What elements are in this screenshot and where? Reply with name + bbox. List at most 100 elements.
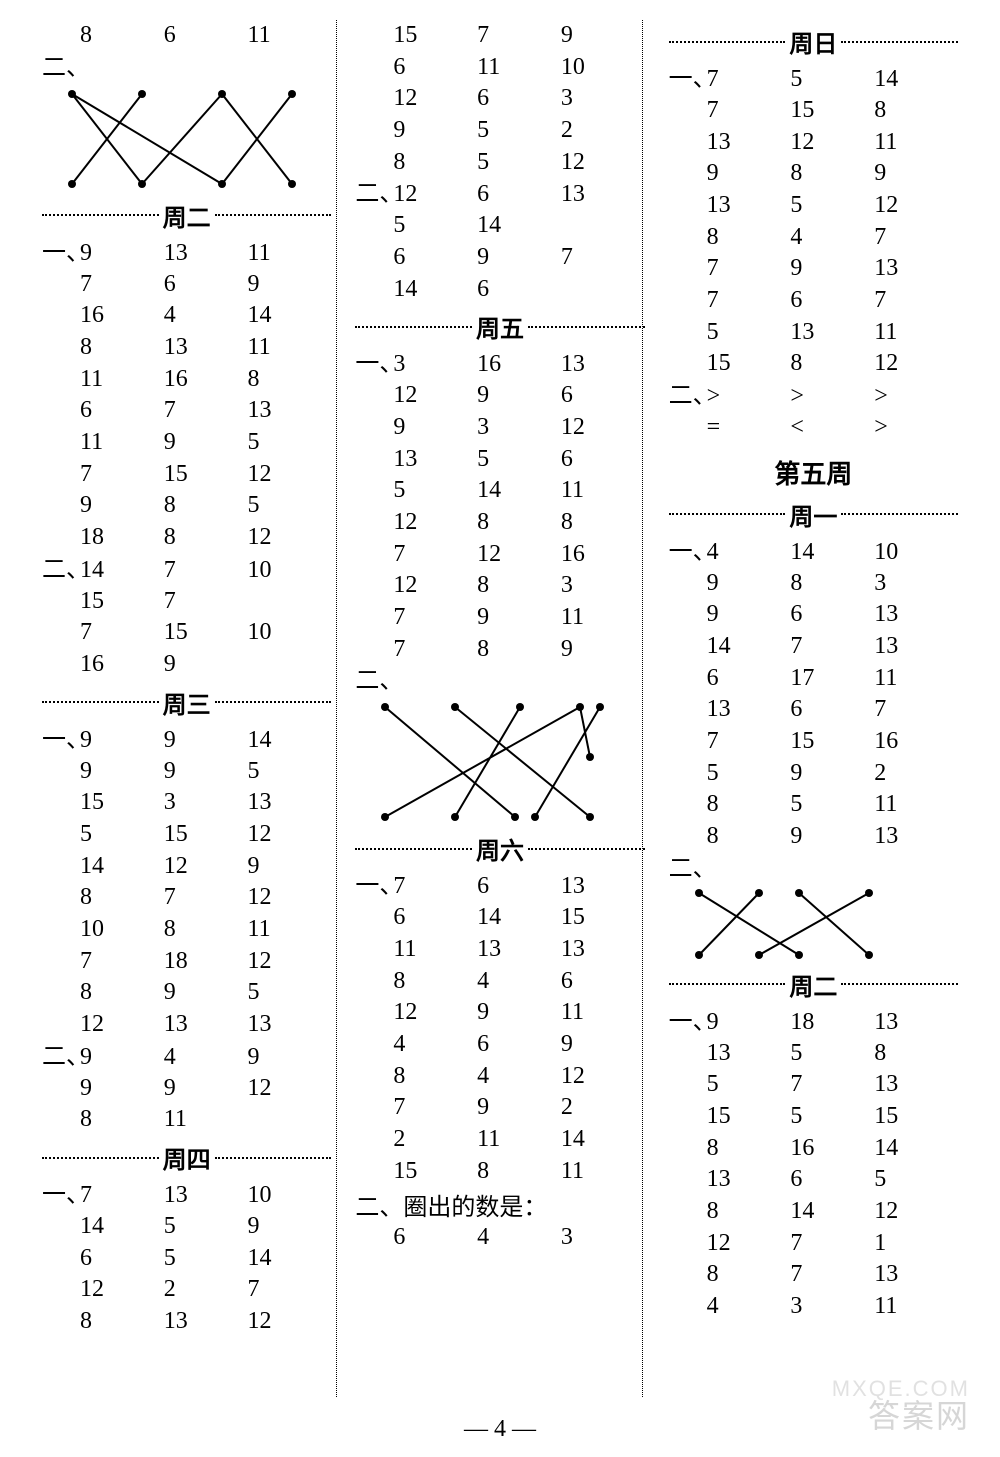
value: 18 [164, 946, 248, 978]
zhou7-er-first: 二、 > > > [669, 380, 958, 412]
value: 12 [874, 1196, 958, 1228]
value: 7 [790, 1228, 874, 1260]
value: 12 [874, 348, 958, 380]
value: 12 [248, 1073, 332, 1105]
value: 13 [874, 253, 958, 285]
data-row: 71512 [42, 459, 331, 491]
value: 9 [477, 997, 561, 1029]
zhou2-er-first: 二、 14 7 10 [42, 554, 331, 586]
value: 14 [248, 1243, 332, 1275]
value: 14 [80, 554, 164, 586]
value: 8 [248, 364, 332, 396]
data-row: 169 [42, 649, 331, 681]
value: 11 [561, 997, 645, 1029]
value: 16 [80, 649, 164, 681]
value: 11 [248, 914, 332, 946]
value: 10 [248, 617, 332, 649]
value: 5 [477, 115, 561, 147]
value: 9 [164, 724, 248, 756]
value: 8 [80, 20, 164, 52]
value: 7 [790, 1069, 874, 1101]
value: 14 [790, 1196, 874, 1228]
data-row: 895 [42, 977, 331, 1009]
zhou4-yi-first: 一、 7 13 10 [42, 1179, 331, 1211]
label-text: 二、 [42, 554, 80, 586]
value: 6 [393, 52, 477, 84]
value: 13 [707, 1038, 791, 1070]
value: 2 [874, 758, 958, 790]
day-divider-zhou7: 周日 [669, 24, 958, 59]
value: 4 [790, 222, 874, 254]
data-row: 51411 [355, 475, 644, 507]
value: 13 [874, 1069, 958, 1101]
value: 13 [561, 870, 645, 902]
value: 11 [80, 427, 164, 459]
data-row: 8712 [42, 882, 331, 914]
value: 13 [248, 395, 332, 427]
value: 6 [561, 444, 645, 476]
value: 7 [790, 1259, 874, 1291]
day-label: 周六 [472, 831, 528, 866]
value: 9 [80, 724, 164, 756]
value: = [707, 412, 791, 444]
value: 5 [790, 789, 874, 821]
value: 9 [80, 237, 164, 269]
value: 16 [477, 348, 561, 380]
day-divider-zhou4: 周四 [42, 1140, 331, 1175]
value: 7 [80, 1179, 164, 1211]
label-text: 二、 [42, 52, 90, 84]
value: 11 [248, 237, 332, 269]
zhou6-yi-first: 一、 7 6 13 [355, 870, 644, 902]
value: 14 [248, 300, 332, 332]
data-row: 1227 [42, 1274, 331, 1306]
value: 5 [164, 1211, 248, 1243]
value: 7 [393, 1092, 477, 1124]
col2-top-er-first: 二、 12 6 13 [355, 178, 644, 210]
column-2: 15796111012639528512 二、 12 6 13 51469714… [343, 20, 656, 1400]
label-text: 一、 [355, 870, 393, 902]
value: 15 [164, 617, 248, 649]
value [248, 649, 332, 681]
value: 11 [874, 317, 958, 349]
value: 9 [707, 158, 791, 190]
value: 7 [874, 222, 958, 254]
value: 16 [164, 364, 248, 396]
value: 8 [80, 1104, 164, 1136]
value: 4 [707, 536, 791, 568]
value: 12 [248, 1306, 332, 1338]
value: 8 [707, 222, 791, 254]
data-row: 1195 [42, 427, 331, 459]
label-text: 一、 [355, 348, 393, 380]
value: 13 [707, 694, 791, 726]
value: 7 [80, 459, 164, 491]
value: 6 [790, 1164, 874, 1196]
value: 13 [164, 332, 248, 364]
value: 9 [248, 269, 332, 301]
value: 14 [874, 1133, 958, 1165]
data-row: 71216 [355, 539, 644, 571]
data-row: 10811 [42, 914, 331, 946]
value: 9 [790, 758, 874, 790]
value: 7 [790, 631, 874, 663]
value: 13 [164, 1179, 248, 1211]
data-row: 15515 [669, 1101, 958, 1133]
value: 5 [477, 444, 561, 476]
value: 13 [874, 599, 958, 631]
value: 10 [80, 914, 164, 946]
value: 14 [874, 63, 958, 95]
label-text: 一、 [42, 1179, 80, 1211]
w5-1-yi-first: 一、 4 14 10 [669, 536, 958, 568]
value: 9 [80, 1041, 164, 1073]
value: 9 [874, 158, 958, 190]
label-text: 二、 [355, 665, 403, 697]
value: 6 [790, 599, 874, 631]
data-row: 1579 [355, 20, 644, 52]
value: 11 [561, 1156, 645, 1188]
value: 16 [790, 1133, 874, 1165]
day-divider-zhou5: 周五 [355, 309, 644, 344]
value [248, 586, 332, 618]
value: 4 [477, 966, 561, 998]
data-row: 61110 [355, 52, 644, 84]
value: 13 [393, 444, 477, 476]
value: 8 [164, 490, 248, 522]
